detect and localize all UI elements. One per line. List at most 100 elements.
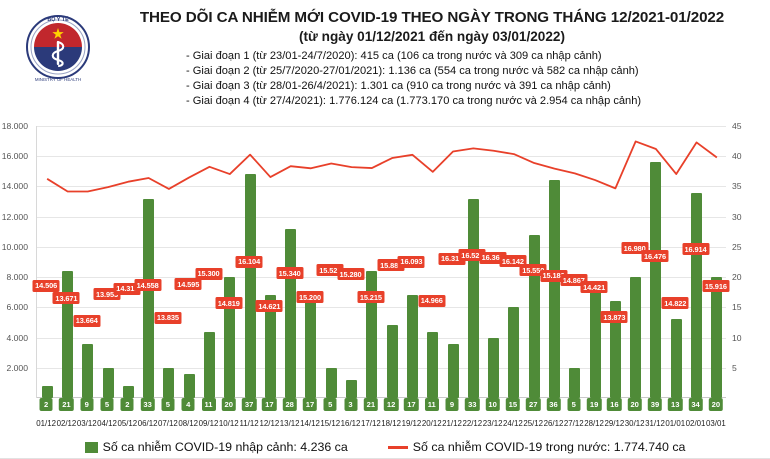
x-axis-tick-label: 03/01	[705, 419, 726, 428]
gridline	[37, 186, 726, 188]
x-axis-tick-label: 22/12	[462, 419, 483, 428]
page-title: THEO DÕI CA NHIỄM MỚI COVID-19 THEO NGÀY…	[139, 9, 725, 26]
bar-value-label: 34	[688, 398, 703, 411]
y-axis-right-tick-label: 15	[732, 302, 742, 313]
bar	[589, 283, 601, 398]
line-value-label: 13.671	[52, 292, 80, 305]
line-value-label: 15.916	[702, 280, 730, 293]
gridline	[37, 307, 726, 309]
bar-value-label: 2	[120, 398, 134, 411]
line-value-label: 15.280	[337, 268, 365, 281]
x-axis-tick-label: 15/12	[320, 419, 341, 428]
x-axis-tick-label: 10/12	[218, 419, 239, 428]
bar-value-label: 4	[181, 398, 195, 411]
bar	[41, 385, 53, 398]
line-value-label: 13.953	[93, 288, 121, 301]
line-value-label: 13.873	[600, 311, 628, 324]
line-value-label: 15.340	[276, 267, 304, 280]
bar-value-label: 11	[424, 398, 439, 411]
line-value-label: 16.142	[499, 255, 527, 268]
y-axis-left-tick-label: 12.000	[1, 211, 28, 222]
y-axis-left-tick-label: 6.000	[6, 302, 28, 313]
chart-legend: Số ca nhiễm COVID-19 nhập cảnh: 4.236 ca…	[0, 440, 770, 454]
bar-value-label: 20	[221, 398, 237, 411]
x-axis-tick-label: 14/12	[300, 419, 320, 428]
gridline	[37, 246, 726, 248]
line-value-label: 14.822	[661, 297, 689, 310]
bar	[549, 180, 560, 398]
y-axis-left-tick-label: 14.000	[1, 181, 28, 192]
gridline	[37, 126, 726, 127]
x-axis-tick-label: 30/12	[624, 419, 645, 428]
y-axis-right-tick-label: 30	[732, 211, 742, 222]
line-value-label: 15.550	[519, 264, 547, 277]
x-axis-tick-label: 07/12	[158, 419, 178, 428]
x-axis-tick-label: 03/12	[76, 419, 97, 428]
y-axis-right-tick-label: 45	[732, 121, 742, 131]
gridline	[37, 216, 726, 218]
plot-canvas	[36, 126, 726, 398]
svg-text:BỘ Y TẾ: BỘ Y TẾ	[47, 15, 69, 23]
red-line-icon	[387, 445, 408, 449]
bar-value-label: 17	[262, 398, 277, 411]
x-axis-tick-label: 06/12	[137, 419, 158, 428]
gridline	[37, 156, 726, 158]
y-axis-left-tick-label: 16.000	[1, 151, 28, 162]
bar	[325, 367, 337, 398]
y-axis-right-tick-label: 40	[732, 151, 742, 162]
line-value-label: 16.093	[397, 255, 425, 268]
line-value-label: 16.310	[438, 252, 466, 265]
bar-value-label: 19	[586, 398, 602, 411]
x-axis-tick-label: 11/12	[239, 419, 259, 428]
bar-value-label: 20	[708, 398, 724, 411]
bar	[305, 295, 317, 398]
line-value-label: 15.180	[539, 269, 568, 282]
gridline	[37, 277, 726, 279]
line-value-label: 15.300	[194, 267, 223, 280]
y-axis-left: 2.000 4.000 6.000 8.000 10.000 12.000 14.000 16…	[0, 121, 36, 398]
phase-line: - Giai đoạn 1 (từ 23/01-24/7/2020): 415 …	[186, 50, 602, 63]
line-value-label: 14.506	[32, 279, 60, 292]
x-axis-tick-label: 02/12	[56, 419, 77, 428]
x-axis-tick-label: 23/12	[482, 419, 503, 428]
bar-value-label: 10	[485, 398, 500, 411]
bar-value-label: 5	[323, 398, 337, 411]
bar	[264, 295, 276, 398]
bar-value-label: 5	[161, 398, 175, 411]
line-value-label: 14.819	[215, 297, 243, 310]
bar	[163, 367, 175, 398]
line-path	[47, 141, 717, 191]
bar-value-label: 33	[140, 398, 155, 411]
axis-baseline	[37, 397, 726, 398]
legend-label-imported: Số ca nhiễm COVID-19 nhập cảnh: 4.236 ca	[102, 440, 348, 454]
line-value-label: 14.621	[255, 300, 283, 313]
bar	[650, 162, 662, 398]
line-value-label: 15.880	[377, 259, 405, 272]
bar	[528, 234, 540, 398]
bar-value-label: 15	[505, 398, 521, 411]
bar-value-label: 12	[383, 398, 399, 411]
x-axis-tick-label: 24/12	[503, 419, 523, 428]
x-axis-tick-label: 05/12	[117, 419, 138, 428]
y-axis-right-tick-label: 25	[732, 241, 742, 252]
bar-value-label: 28	[282, 398, 297, 411]
line-value-label: 14.315	[113, 282, 141, 295]
bar-value-label: 2	[39, 398, 53, 411]
bar	[224, 277, 236, 398]
y-axis-left-tick-label: 2.000	[6, 362, 28, 373]
bar-value-label: 5	[567, 398, 581, 411]
bar-value-label: 36	[546, 398, 561, 411]
bar-value-label: 17	[404, 398, 419, 411]
x-axis-tick-label: 01/12	[36, 419, 57, 428]
x-axis-tick-label: 20/12	[421, 419, 442, 428]
phase-line: - Giai đoạn 4 (từ 27/4/2021): 1.776.124 …	[186, 94, 642, 107]
x-axis-tick-label: 02/01	[685, 419, 706, 428]
y-axis-left-tick-label: 8.000	[6, 272, 28, 283]
bar-value-label: 9	[445, 398, 459, 411]
line-value-label: 14.966	[418, 294, 446, 307]
bar	[102, 367, 114, 398]
bar-value-label: 39	[647, 398, 663, 411]
bar	[386, 325, 398, 398]
bar-value-label: 13	[668, 398, 683, 411]
x-axis-tick-label: 01/01	[665, 419, 686, 428]
